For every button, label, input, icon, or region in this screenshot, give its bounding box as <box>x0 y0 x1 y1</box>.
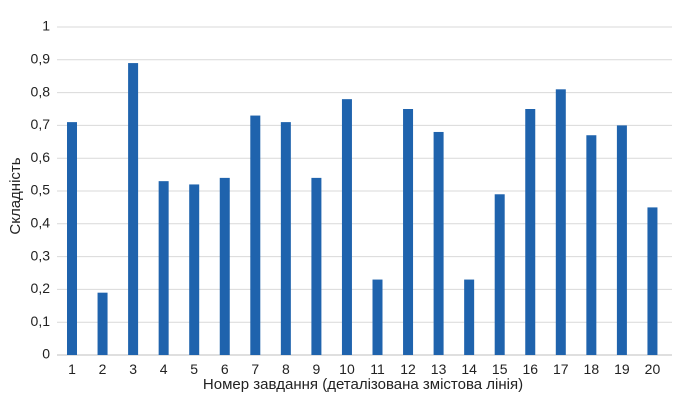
bar-11 <box>372 279 383 355</box>
bar-8 <box>280 122 291 356</box>
y-tick-labels: 0 0,1 0,2 0,3 0,4 0,5 0,6 0,7 0,8 0,9 1 <box>31 18 51 362</box>
x-tick-label: 16 <box>522 361 538 377</box>
bar-2 <box>97 292 108 355</box>
bar-19 <box>616 125 627 356</box>
bar-20 <box>647 207 658 355</box>
x-tick-label: 15 <box>492 361 508 377</box>
x-tick-label: 3 <box>129 361 137 377</box>
x-tick-label: 13 <box>431 361 447 377</box>
x-tick-label: 4 <box>160 361 168 377</box>
bar-14 <box>464 279 475 355</box>
bar-10 <box>341 99 352 355</box>
bar-15 <box>494 194 505 355</box>
y-tick-label: 1 <box>42 18 50 34</box>
bars <box>67 63 658 356</box>
y-tick-label: 0,8 <box>31 83 51 99</box>
y-tick-label: 0,1 <box>31 313 51 329</box>
y-axis-title: Складність <box>7 157 24 234</box>
y-tick-label: 0 <box>42 346 50 362</box>
x-tick-label: 20 <box>645 361 661 377</box>
bar-5 <box>189 184 200 355</box>
x-tick-label: 12 <box>400 361 416 377</box>
bar-16 <box>525 109 536 355</box>
x-axis-title: Номер завдання (деталізована змістова лі… <box>203 376 523 393</box>
x-tick-label: 18 <box>584 361 600 377</box>
x-tick-label: 1 <box>68 361 76 377</box>
y-tick-label: 0,6 <box>31 149 51 165</box>
x-tick-label: 11 <box>370 361 385 377</box>
x-tick-label: 17 <box>553 361 569 377</box>
x-tick-label: 10 <box>339 361 355 377</box>
bar-9 <box>311 177 322 355</box>
x-tick-labels: 1 2 3 4 5 6 7 8 9 10 11 12 13 14 15 16 17 18 19 20 <box>68 361 660 377</box>
bar-18 <box>586 135 597 355</box>
y-tick-label: 0,4 <box>31 215 51 231</box>
y-tick-label: 0,3 <box>31 247 51 263</box>
x-tick-label: 14 <box>461 361 477 377</box>
x-tick-label: 19 <box>614 361 630 377</box>
x-tick-label: 6 <box>221 361 229 377</box>
y-tick-label: 0,2 <box>31 280 51 296</box>
bar-3 <box>128 63 139 356</box>
bar-7 <box>250 115 261 355</box>
x-tick-label: 5 <box>190 361 198 377</box>
y-tick-label: 0,7 <box>31 116 51 132</box>
x-tick-label: 7 <box>251 361 259 377</box>
x-tick-label: 8 <box>282 361 290 377</box>
x-tick-label: 2 <box>99 361 107 377</box>
bar-12 <box>403 109 414 355</box>
bar-13 <box>433 131 444 355</box>
gridlines <box>57 26 672 356</box>
bar-4 <box>158 181 169 355</box>
y-tick-label: 0,5 <box>31 182 51 198</box>
bar-1 <box>67 122 77 356</box>
bar-6 <box>219 177 230 355</box>
y-tick-label: 0,9 <box>31 51 51 67</box>
x-tick-label: 9 <box>313 361 321 377</box>
bar-17 <box>555 89 566 355</box>
